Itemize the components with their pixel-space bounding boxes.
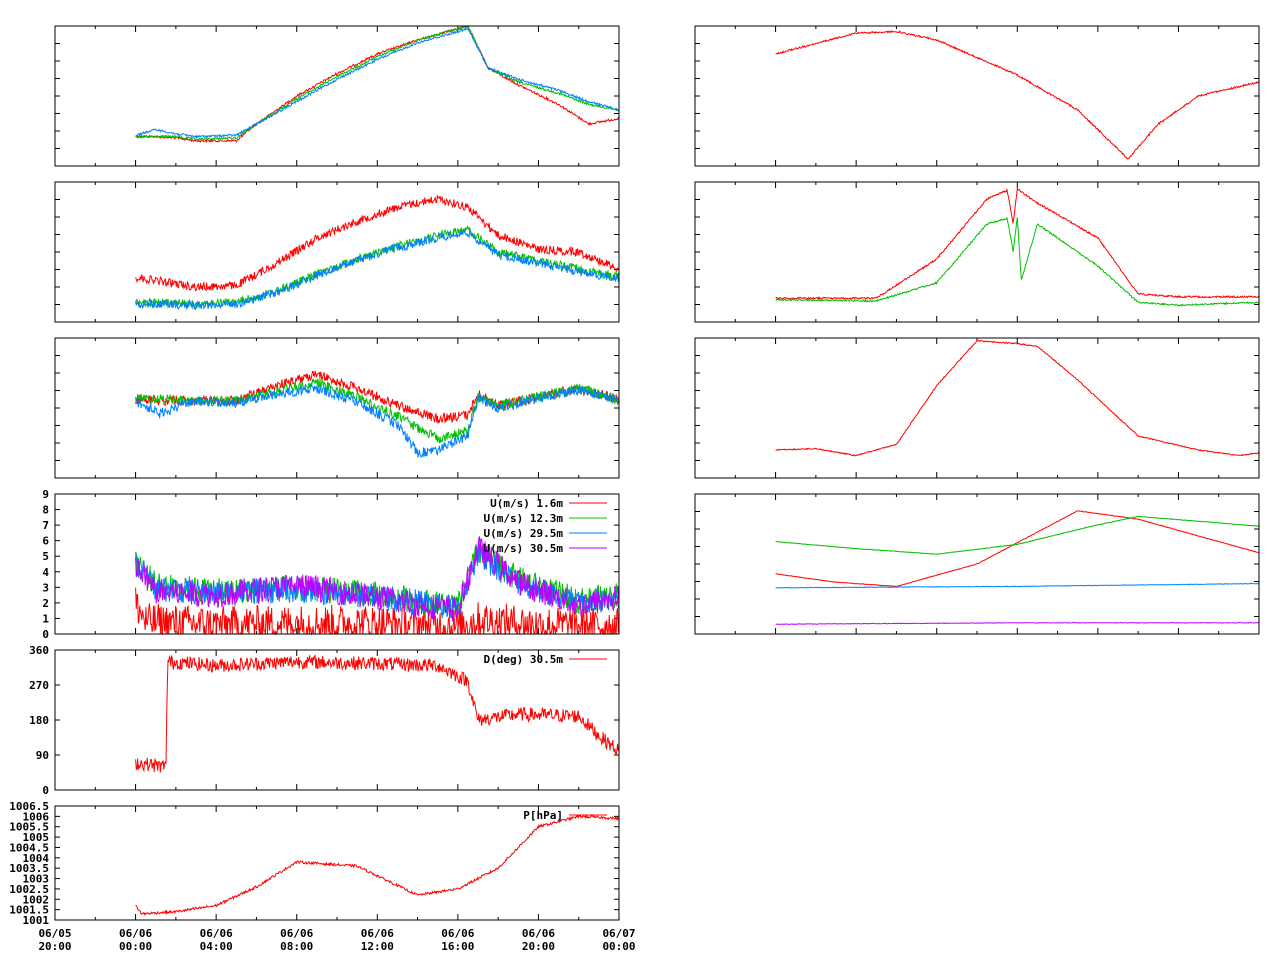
plot-frame (54, 337, 620, 479)
y-tick-label: 1002.5 (9, 883, 49, 896)
series-line-blue (135, 383, 620, 458)
x-axis-labels: 06/0520:0006/0600:0006/0604:0006/0608:00… (38, 927, 635, 953)
plot-frame (54, 25, 620, 167)
temperature-panel (54, 25, 620, 167)
legend-label: U(m/s) 12.3m (484, 512, 564, 525)
series-line-red (135, 813, 620, 916)
plot-frame (54, 649, 620, 791)
y-tick-label: 1001.5 (9, 904, 49, 917)
series-line-red (775, 339, 1260, 457)
x-tick-label: 06/07 (602, 927, 635, 940)
y-tick-label: 2 (42, 597, 49, 610)
wind-direction-panel: 0 90 180 270 360 D(deg) 30.5m (29, 644, 620, 797)
series-line-purple (135, 535, 620, 622)
y-tick-label: 1006.5 (9, 800, 49, 813)
y-tick-label: 1003 (23, 873, 50, 886)
plot-frame (694, 337, 1260, 479)
legend-label: D(deg) 30.5m (484, 653, 564, 666)
y-tick-label: 360 (29, 644, 49, 657)
x-tick-label: 00:00 (119, 940, 152, 953)
y-tick-label: 1004 (23, 852, 50, 865)
x-tick-label: 06/06 (119, 927, 152, 940)
series-line-green (135, 25, 620, 141)
plot-frame (54, 181, 620, 323)
legend-label: U(m/s) 1.6m (490, 497, 563, 510)
right-panel-4 (694, 493, 1260, 635)
plot-frame (694, 25, 1260, 167)
plot-frame (54, 493, 620, 635)
x-tick-label: 20:00 (522, 940, 555, 953)
x-tick-label: 06/06 (522, 927, 555, 940)
x-tick-label: 20:00 (38, 940, 71, 953)
legend-label: U(m/s) 30.5m (484, 542, 564, 555)
y-tick-label: 1001 (23, 914, 50, 927)
y-tick-label: 4 (42, 566, 49, 579)
series-line-green (775, 515, 1260, 555)
y-tick-label: 1006 (23, 810, 50, 823)
series-line-purple (775, 621, 1260, 626)
y-tick-label: 1005.5 (9, 821, 49, 834)
series-line-red (135, 195, 620, 292)
series-line-blue (135, 27, 620, 140)
y-tick-label: 8 (42, 504, 49, 517)
plot-frame (694, 181, 1260, 323)
y-tick-label: 1003.5 (9, 862, 49, 875)
y-tick-label: 270 (29, 679, 49, 692)
y-tick-label: 6 (42, 535, 49, 548)
y-tick-label: 0 (42, 628, 49, 641)
legend-label: P[hPa] (523, 809, 563, 822)
series-line-red (775, 29, 1260, 160)
wind-speed-panel: 0 1 2 3 4 5 6 7 8 9 U(m/s) 1.6m U(m/s) 12.3m U(m/s) … (42, 488, 620, 641)
y-tick-label: 7 (42, 519, 49, 532)
y-tick-label: 9 (42, 488, 49, 501)
x-tick-label: 06/05 (38, 927, 71, 940)
y-tick-label: 1002 (23, 893, 50, 906)
series-line-red (135, 654, 620, 773)
y-tick-label: 90 (36, 749, 49, 762)
third-panel (54, 337, 620, 479)
y-tick-label: 1005 (23, 831, 50, 844)
x-tick-label: 16:00 (441, 940, 474, 953)
x-tick-label: 00:00 (602, 940, 635, 953)
right-panel-2 (694, 181, 1260, 323)
series-line-red (775, 510, 1260, 588)
x-tick-label: 06/06 (361, 927, 394, 940)
y-tick-label: 0 (42, 784, 49, 797)
series-line-red (135, 25, 620, 144)
x-tick-label: 08:00 (280, 940, 313, 953)
y-tick-label: 180 (29, 714, 49, 727)
series-line-blue (775, 582, 1260, 589)
y-tick-label: 1004.5 (9, 841, 49, 854)
x-tick-label: 06/06 (441, 927, 474, 940)
x-tick-label: 06/06 (200, 927, 233, 940)
humidity-panel (54, 181, 620, 323)
y-tick-label: 1 (42, 612, 49, 625)
pressure-panel: 10011001.510021002.510031003.510041004.5… (9, 800, 620, 927)
right-panel-1 (694, 25, 1260, 167)
plot-frame (694, 493, 1260, 635)
right-panel-3 (694, 337, 1260, 479)
y-tick-label: 5 (42, 550, 49, 563)
y-tick-label: 3 (42, 581, 49, 594)
series-line-blue (135, 228, 620, 311)
series-line-red (775, 186, 1260, 301)
x-tick-label: 04:00 (200, 940, 233, 953)
series-line-green (775, 216, 1260, 307)
plot-frame (54, 805, 620, 921)
legend-label: U(m/s) 29.5m (484, 527, 564, 540)
x-tick-label: 12:00 (361, 940, 394, 953)
x-tick-label: 06/06 (280, 927, 313, 940)
